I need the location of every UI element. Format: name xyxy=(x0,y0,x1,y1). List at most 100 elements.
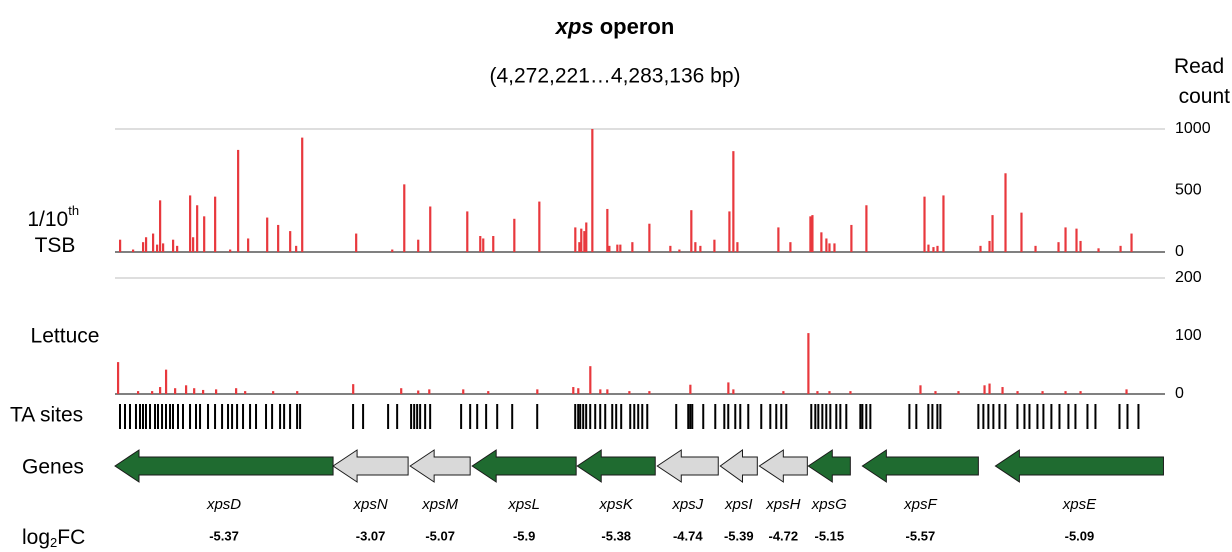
bar xyxy=(513,218,516,252)
bar xyxy=(983,385,986,394)
bar xyxy=(391,249,394,252)
y-tick-label: 200 xyxy=(1175,269,1202,286)
bar xyxy=(833,243,836,252)
bar xyxy=(1057,242,1060,252)
bar xyxy=(1064,391,1067,394)
bar xyxy=(690,210,693,252)
bar xyxy=(214,196,217,252)
bar xyxy=(1075,228,1078,252)
bar xyxy=(1001,387,1004,394)
bar xyxy=(988,240,991,252)
bar xyxy=(277,224,280,252)
bar xyxy=(136,391,140,394)
bar xyxy=(828,243,831,252)
y-tick-label: 0 xyxy=(1175,385,1184,402)
gene-name: xpsL xyxy=(507,496,540,513)
log2fc-value: -5.39 xyxy=(724,528,754,543)
bar xyxy=(244,391,247,394)
bar xyxy=(689,384,692,394)
bar xyxy=(1130,233,1133,252)
bar xyxy=(580,228,583,252)
bar xyxy=(942,195,945,252)
bar xyxy=(462,389,465,394)
bar xyxy=(727,382,730,394)
log2fc-value: -5.37 xyxy=(209,528,239,543)
log2fc-value: -4.74 xyxy=(673,528,703,543)
log2fc-value: -3.07 xyxy=(356,528,386,543)
bar xyxy=(932,247,935,252)
bar xyxy=(1064,227,1067,252)
bar xyxy=(1034,245,1037,252)
bar xyxy=(417,390,420,394)
bar xyxy=(828,391,831,394)
bar xyxy=(162,243,165,252)
bar xyxy=(648,391,651,394)
bar xyxy=(237,149,240,252)
bar xyxy=(816,391,819,394)
bar xyxy=(192,237,195,252)
bar xyxy=(289,231,292,252)
bar xyxy=(979,245,982,252)
bar xyxy=(578,242,581,252)
bar xyxy=(355,233,358,252)
bar xyxy=(174,388,177,394)
bar xyxy=(156,244,159,252)
bar xyxy=(616,244,619,252)
log2fc-value: -5.9 xyxy=(513,528,535,543)
bar xyxy=(193,388,196,394)
bar xyxy=(164,369,168,394)
bar xyxy=(266,217,269,252)
bar xyxy=(583,231,586,252)
bar xyxy=(1079,240,1082,252)
bar xyxy=(807,333,810,394)
bar xyxy=(865,205,868,252)
bar xyxy=(176,245,179,252)
bar xyxy=(825,238,828,252)
bar xyxy=(492,236,495,252)
bar xyxy=(272,391,275,394)
y-tick-label: 0 xyxy=(1175,243,1184,260)
bar xyxy=(619,244,622,252)
bar xyxy=(295,245,298,252)
fc-label: log2FC xyxy=(22,526,85,551)
bar xyxy=(988,383,991,394)
bar xyxy=(116,362,120,394)
bar xyxy=(189,195,192,252)
bar xyxy=(428,389,431,394)
ta-sites-label: TA sites xyxy=(10,404,83,427)
gene-arrow xyxy=(994,449,1164,483)
bar xyxy=(678,249,681,252)
bar xyxy=(296,391,299,394)
gene-arrow xyxy=(332,449,409,483)
gene-arrow xyxy=(576,449,656,483)
log2fc-value: -5.57 xyxy=(906,528,936,543)
series-label: 1/10th TSB xyxy=(27,203,82,256)
gene-arrow xyxy=(409,449,471,483)
bar xyxy=(608,245,611,252)
bar xyxy=(151,391,154,394)
gene-name: xpsE xyxy=(1062,496,1097,513)
bar xyxy=(159,387,162,394)
chart-title: xps operon xyxy=(555,14,675,39)
gene-arrow xyxy=(758,449,808,483)
bar xyxy=(131,249,135,252)
bar xyxy=(159,200,162,252)
bar xyxy=(352,384,355,394)
gene-name: xpsG xyxy=(811,496,847,513)
bar xyxy=(538,201,541,252)
gene-name: xpsD xyxy=(206,496,241,513)
bar xyxy=(923,196,926,252)
gene-arrow xyxy=(861,449,979,483)
bar xyxy=(301,137,304,252)
bar xyxy=(400,388,403,394)
bar xyxy=(789,242,792,252)
y-axis-label: Read count xyxy=(1174,55,1230,108)
bar xyxy=(196,205,199,252)
bar xyxy=(934,391,937,394)
gene-arrow xyxy=(719,449,758,483)
bar xyxy=(229,249,232,252)
bar xyxy=(184,385,188,394)
bar xyxy=(536,389,539,394)
bar xyxy=(574,227,577,252)
